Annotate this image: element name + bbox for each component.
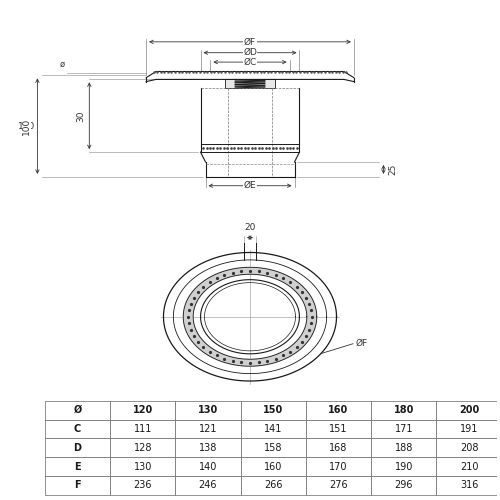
Bar [110, 420, 176, 438]
Bar [371, 420, 436, 438]
Text: ØE: ØE [244, 181, 256, 190]
Text: 246: 246 [198, 480, 217, 490]
Bar [306, 438, 371, 457]
Text: 111: 111 [134, 424, 152, 434]
Bar [240, 438, 306, 457]
Text: 138: 138 [199, 443, 217, 453]
Text: 236: 236 [134, 480, 152, 490]
Text: 180: 180 [394, 405, 414, 415]
Text: 191: 191 [460, 424, 478, 434]
Text: 150: 150 [263, 405, 283, 415]
Bar [371, 476, 436, 495]
Bar [45, 420, 110, 438]
Text: C: C [74, 424, 81, 434]
Bar [45, 457, 110, 476]
Text: 151: 151 [330, 424, 348, 434]
Text: 141: 141 [264, 424, 282, 434]
Bar [240, 420, 306, 438]
Text: 160: 160 [328, 405, 348, 415]
Text: F: F [74, 480, 81, 490]
Text: 20: 20 [244, 222, 256, 232]
Bar [371, 457, 436, 476]
Text: 130: 130 [134, 462, 152, 471]
Bar [226, 80, 274, 88]
Text: 316: 316 [460, 480, 478, 490]
Bar [371, 401, 436, 419]
Text: 128: 128 [134, 443, 152, 453]
Text: 100: 100 [22, 118, 31, 135]
Text: 25: 25 [388, 164, 397, 175]
Bar [45, 476, 110, 495]
Text: ø: ø [60, 60, 64, 69]
Text: ØD: ØD [243, 48, 257, 57]
Text: D: D [74, 443, 82, 453]
Bar [110, 476, 176, 495]
Text: E: E [74, 462, 81, 471]
Bar [110, 457, 176, 476]
Text: ØF: ØF [244, 38, 256, 46]
Text: 100: 100 [18, 122, 35, 130]
Bar [176, 438, 240, 457]
Bar [176, 476, 240, 495]
Text: ØF: ØF [356, 339, 368, 348]
Text: 121: 121 [198, 424, 217, 434]
Text: 208: 208 [460, 443, 478, 453]
Bar [45, 401, 110, 419]
Text: 30: 30 [76, 110, 85, 122]
Text: 200: 200 [459, 405, 479, 415]
Bar [240, 476, 306, 495]
Bar [176, 457, 240, 476]
Bar [436, 476, 500, 495]
Text: 168: 168 [330, 443, 347, 453]
Text: 130: 130 [198, 405, 218, 415]
Bar [240, 457, 306, 476]
Text: 171: 171 [394, 424, 413, 434]
Text: 190: 190 [394, 462, 413, 471]
Bar [306, 476, 371, 495]
Bar [110, 401, 176, 419]
Bar [110, 438, 176, 457]
Bar [436, 457, 500, 476]
Text: ØC: ØC [244, 58, 256, 66]
Text: 210: 210 [460, 462, 478, 471]
Bar [45, 438, 110, 457]
Text: 276: 276 [329, 480, 348, 490]
Text: 158: 158 [264, 443, 282, 453]
Bar [371, 438, 436, 457]
Text: Ø: Ø [74, 405, 82, 415]
Bar [176, 420, 240, 438]
Bar [176, 401, 240, 419]
Text: 266: 266 [264, 480, 282, 490]
Bar [306, 401, 371, 419]
Text: 188: 188 [394, 443, 413, 453]
Text: 120: 120 [132, 405, 153, 415]
Bar [436, 438, 500, 457]
Bar [240, 401, 306, 419]
Bar [436, 401, 500, 419]
Text: 160: 160 [264, 462, 282, 471]
Text: 140: 140 [199, 462, 217, 471]
Text: 170: 170 [330, 462, 348, 471]
Bar [436, 420, 500, 438]
Polygon shape [184, 268, 317, 366]
Text: 296: 296 [394, 480, 413, 490]
Bar [306, 420, 371, 438]
Bar [306, 457, 371, 476]
